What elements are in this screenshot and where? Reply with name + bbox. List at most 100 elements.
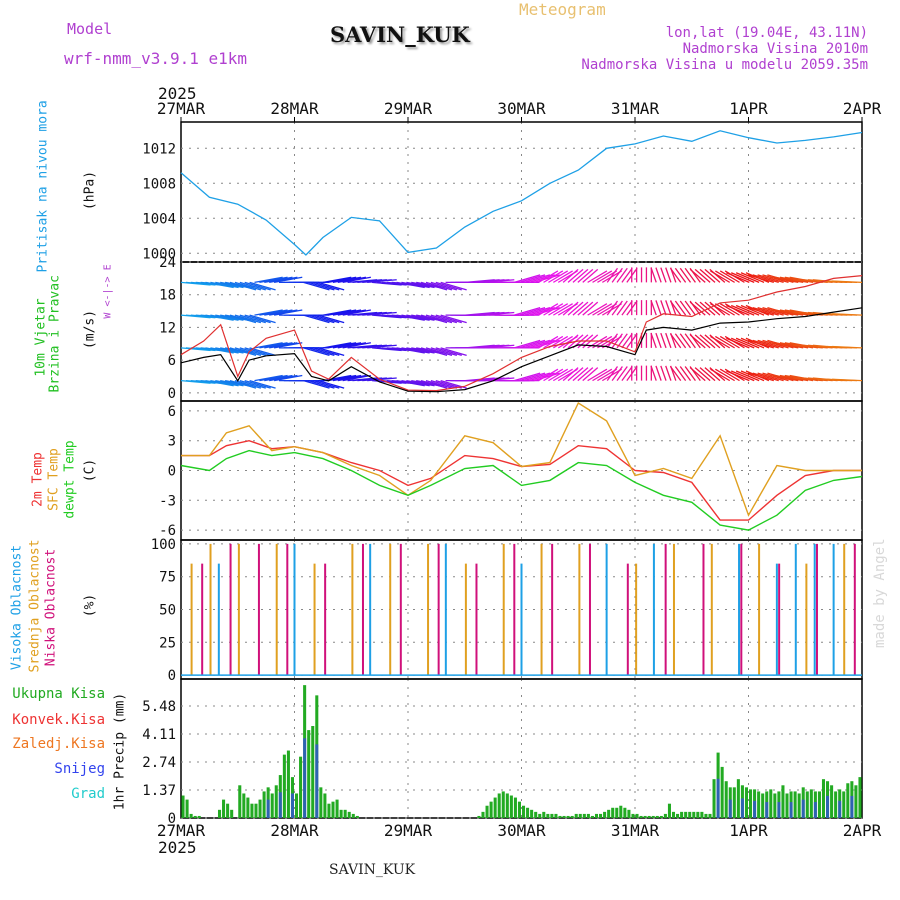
panel-frame <box>180 400 863 541</box>
wind-arrow <box>553 335 573 349</box>
wind-arrow <box>621 300 633 316</box>
wind-arrow <box>533 339 560 349</box>
wind-arrow <box>747 339 774 349</box>
y-tick-label: 0 <box>168 811 176 827</box>
precip-bar-snow <box>740 798 744 818</box>
wind-arrow <box>774 276 804 284</box>
wind-arrow <box>669 267 682 283</box>
wind-arrow <box>694 367 711 382</box>
precip-bar <box>327 803 331 818</box>
wind-arrow <box>757 274 784 283</box>
year-bottom: 2025 <box>158 838 197 857</box>
precip-legend-conv: Konvek.Kisa <box>12 712 105 728</box>
precip-bar-snow <box>850 795 854 818</box>
wind-arrow <box>210 281 239 289</box>
wind-arrow <box>425 281 453 291</box>
wind-arrow <box>518 339 546 349</box>
wind-arrow <box>401 347 430 354</box>
wind-arrow <box>650 332 657 349</box>
precip-bar-snow <box>303 738 307 818</box>
wind-arrow <box>435 314 462 324</box>
panel-frame <box>180 121 863 263</box>
wind-arrow <box>740 370 765 382</box>
x-tick-label-bottom: 1APR <box>729 821 768 840</box>
precip-bar <box>586 813 590 818</box>
wind-arrow <box>616 366 628 382</box>
y-tick-label: 1012 <box>142 141 176 157</box>
precip-bar-snow <box>789 802 793 818</box>
precip-bar <box>351 813 355 818</box>
precip-bar <box>821 779 826 818</box>
x-tick-label-bottom: 30MAR <box>497 821 546 840</box>
wind-arrow <box>234 380 262 389</box>
model-name: wrf-nmm_v3.9.1 e1km <box>64 49 248 68</box>
wind-arrow <box>401 314 430 321</box>
wind-arrow <box>367 311 397 316</box>
wind-arrow <box>694 268 711 283</box>
wind-arrow <box>210 314 239 321</box>
precip-bar-snow <box>278 792 282 818</box>
wind-arrow <box>735 370 760 382</box>
precip-bar <box>671 811 676 818</box>
wind-arrow <box>229 281 257 291</box>
wind-arrow <box>317 314 345 324</box>
wind-arrow <box>332 276 362 284</box>
precip-bar-snow <box>813 802 817 818</box>
wind-arrow <box>747 372 774 382</box>
precip-bar <box>550 813 554 818</box>
wind-arrow <box>303 281 330 291</box>
precip-legend-frozen: Zaledj.Kisa <box>12 736 105 752</box>
y-tick-label: 100 <box>151 537 176 553</box>
wind-arrow <box>327 276 357 284</box>
wind-arrow <box>679 366 692 382</box>
wind-arrow <box>239 347 266 356</box>
year-top: 2025 <box>158 84 197 103</box>
precip-bar <box>274 785 278 818</box>
wind-arrow <box>234 281 262 291</box>
precip-bar <box>830 785 834 818</box>
precip-bar <box>489 801 493 818</box>
series-line-pressure <box>180 130 863 256</box>
precip-bar <box>217 809 222 818</box>
precip-bar <box>688 811 692 818</box>
wind-arrow <box>523 307 551 316</box>
precip-bar <box>611 807 615 818</box>
precip-bar <box>700 811 704 818</box>
precip-bar <box>708 813 712 818</box>
wind-arrow <box>679 300 692 316</box>
wind-arrow <box>747 307 774 316</box>
x-tick-label-top: 1APR <box>729 99 768 118</box>
precip-bar <box>197 815 201 818</box>
wind-arrow <box>244 314 271 324</box>
wind-arrow <box>719 270 740 283</box>
x-tick-label-top: 30MAR <box>497 99 546 118</box>
wind-arrow <box>342 276 371 284</box>
precip-bar <box>270 793 274 818</box>
station-title: SAVIN_KUK <box>330 22 470 47</box>
wind-arrow <box>592 368 613 382</box>
wind-arrow <box>264 309 293 316</box>
wind-arrow <box>440 347 467 356</box>
precip-bar <box>522 805 526 818</box>
y-tick-label: 25 <box>159 635 176 651</box>
wind-arrow <box>205 281 234 289</box>
wind-arrow <box>689 334 706 349</box>
precip-bar <box>343 809 347 818</box>
wind-arrow <box>332 309 362 316</box>
precip-bar <box>684 811 688 818</box>
precip-bar <box>226 803 230 818</box>
wind-arrow <box>665 365 672 381</box>
wind-arrow <box>715 270 735 283</box>
wind-arrow <box>513 274 541 283</box>
wind-arrow <box>396 314 425 321</box>
wind-arrow <box>215 281 244 289</box>
precip-bar <box>793 791 797 818</box>
wind-arrow <box>538 368 559 382</box>
wind-arrow <box>327 309 357 316</box>
precip-bar <box>538 813 542 818</box>
precip-bar <box>230 809 234 818</box>
wind-arrow <box>715 303 735 316</box>
precip-bar <box>242 793 246 818</box>
wind-arrow <box>689 268 706 283</box>
wind-arrow <box>715 335 735 349</box>
